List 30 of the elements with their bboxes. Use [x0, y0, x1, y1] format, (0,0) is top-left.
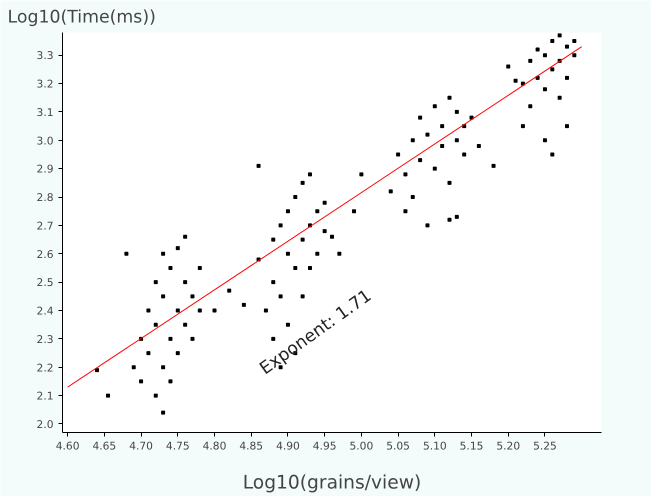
y-tick-label: 2.7: [36, 219, 54, 232]
y-tick-label: 2.5: [36, 276, 54, 290]
y-tick-label: 2.4: [36, 304, 54, 318]
x-tick-label: 5.00: [350, 440, 374, 452]
y-tick-label: 2.8: [36, 191, 54, 204]
x-tick-label: 5.25: [533, 440, 557, 452]
x-axis-title: Log10(grains/view): [242, 472, 422, 494]
y-tick-label: 3.0: [36, 134, 54, 148]
x-tick-label: 4.60: [56, 440, 80, 452]
y-tick-label: 2.6: [36, 248, 54, 261]
x-tick-label: 4.65: [92, 440, 116, 452]
x-tick-label: 4.70: [129, 440, 154, 452]
x-tick-label: 4.95: [312, 440, 337, 452]
y-tick-label: 2.2: [36, 361, 54, 374]
x-tick-label: 5.15: [460, 440, 484, 452]
y-axis-title: Log10(Time(ms)): [8, 8, 156, 28]
y-tick-label: 2.1: [36, 390, 54, 403]
x-tick-label: 4.85: [239, 440, 264, 452]
x-tick-label: 5.10: [422, 440, 447, 452]
y-tick-label: 3.2: [36, 78, 54, 91]
y-tick-label: 3.3: [36, 49, 54, 62]
x-tick-label: 5.05: [386, 440, 410, 452]
x-tick-label: 4.75: [166, 440, 190, 452]
x-tick-label: 4.90: [276, 440, 300, 452]
y-tick-label: 2.9: [36, 162, 54, 176]
x-tick-label: 4.80: [202, 440, 227, 452]
x-tick-label: 5.20: [496, 440, 520, 452]
y-tick-label: 3.1: [36, 106, 54, 119]
y-tick-label: 2.0: [36, 418, 54, 431]
y-tick-label: 2.3: [36, 332, 54, 346]
